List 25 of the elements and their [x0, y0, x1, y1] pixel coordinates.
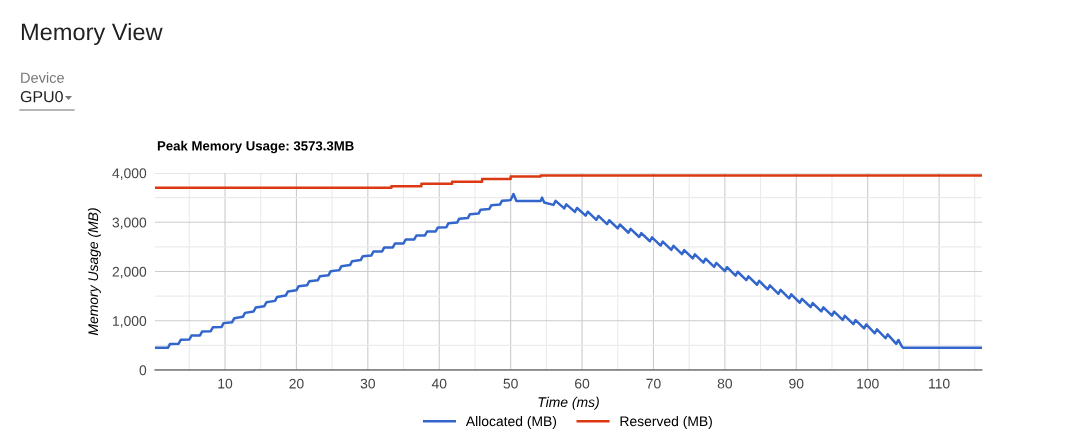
y-tick-label: 3,000: [112, 217, 147, 230]
x-axis-title: Time (ms): [538, 396, 599, 410]
y-axis-title: Memory Usage (MB): [87, 208, 101, 336]
chart-title: Memory View: [21, 23, 163, 45]
x-tick-label: 30: [360, 378, 376, 389]
x-tick-label: 90: [789, 378, 804, 389]
x-tick-label: 70: [646, 378, 661, 389]
y-tick-label: 4,000: [112, 168, 147, 180]
text: Device: [21, 72, 64, 83]
x-tick-label: 10: [218, 378, 233, 389]
x-tick-label: 40: [431, 378, 447, 389]
legend-label: Reserved (MB): [620, 416, 712, 429]
chart-subtitle: Peak Memory Usage: 3573.3MB: [157, 140, 354, 154]
line-series: [155, 192, 982, 350]
y-tick-label: 2,000: [112, 266, 147, 279]
x-tick-label: 60: [575, 378, 590, 389]
y-tick-label: 1,000: [113, 316, 147, 328]
y-tick-label: 0: [139, 365, 147, 376]
x-tick-label: 80: [717, 378, 733, 389]
x-tick-label: 20: [289, 378, 304, 389]
text: GPU0: [20, 90, 63, 103]
x-tick-label: 50: [503, 378, 518, 389]
x-tick-label: 110: [929, 378, 950, 389]
x-tick-label: 100: [857, 378, 879, 389]
legend-label: Allocated (MB): [465, 416, 557, 429]
